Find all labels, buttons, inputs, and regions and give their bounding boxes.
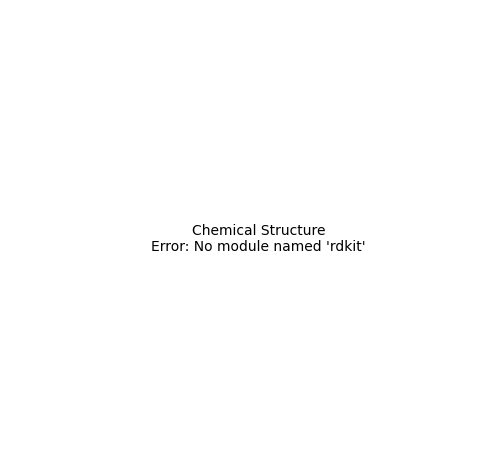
Text: Chemical Structure
Error: No module named 'rdkit': Chemical Structure Error: No module name… [151,224,365,255]
